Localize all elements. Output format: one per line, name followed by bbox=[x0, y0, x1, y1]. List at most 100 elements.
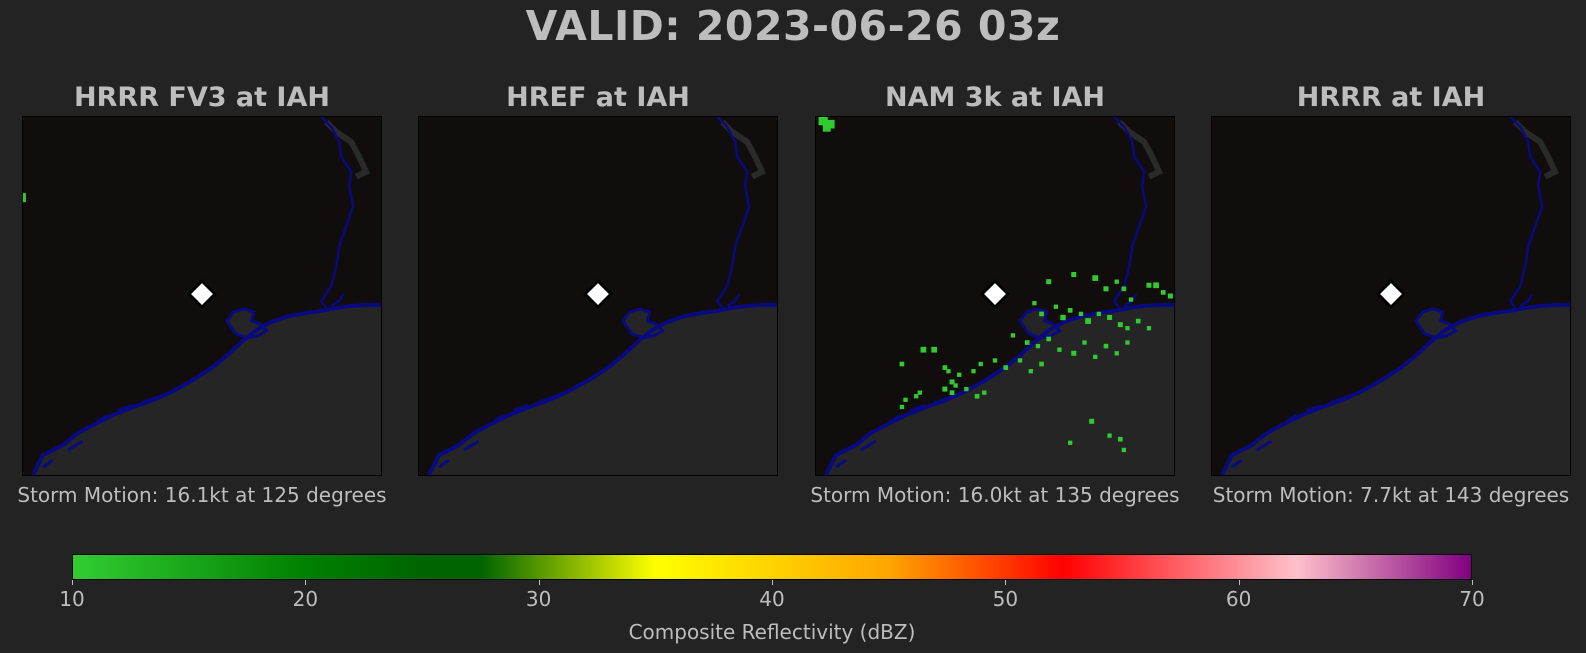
reflectivity-echo bbox=[903, 397, 908, 402]
reflectivity-echo bbox=[1010, 333, 1016, 338]
storm-motion-nam-3k: Storm Motion: 16.0kt at 135 degrees bbox=[810, 483, 1180, 507]
reflectivity-echo bbox=[957, 372, 962, 377]
colorbar-tick-label: 20 bbox=[292, 587, 319, 611]
storm-motion-hrrr-fv3: Storm Motion: 16.1kt at 125 degrees bbox=[17, 483, 387, 507]
river-coastline bbox=[1508, 117, 1544, 309]
reflectivity-echo bbox=[978, 361, 983, 367]
barrier-island bbox=[438, 394, 559, 469]
reflectivity-echo bbox=[946, 369, 951, 374]
colorbar-tick-label: 70 bbox=[1459, 587, 1485, 611]
reflectivity-echo bbox=[1093, 354, 1098, 360]
reflectivity-echo bbox=[964, 386, 969, 392]
reflectivity-echo bbox=[1071, 350, 1077, 356]
colorbar-tickmark bbox=[1005, 580, 1007, 585]
reflectivity-echo bbox=[1060, 314, 1066, 321]
reflectivity-colorbar bbox=[72, 554, 1472, 580]
reflectivity-echo bbox=[1082, 340, 1087, 345]
airport-marker-icon bbox=[187, 279, 217, 309]
map-canvas[interactable] bbox=[23, 117, 381, 475]
panel-title-href: HREF at IAH bbox=[506, 82, 690, 113]
reflectivity-echo bbox=[899, 404, 905, 410]
colorbar-tickmark bbox=[1472, 580, 1473, 585]
reflectivity-echo bbox=[914, 394, 919, 399]
reflectivity-echo bbox=[1125, 326, 1130, 331]
reflectivity-echo bbox=[23, 192, 26, 199]
gulf-water bbox=[32, 304, 381, 475]
map-canvas[interactable] bbox=[1212, 117, 1570, 475]
valid-time-title: VALID: 2023-06-26 03z bbox=[525, 2, 1061, 50]
inlet-water bbox=[720, 119, 767, 180]
colorbar-tick-label: 60 bbox=[1225, 587, 1252, 611]
reflectivity-echo bbox=[992, 358, 998, 363]
colorbar-tickmark bbox=[305, 580, 307, 585]
colorbar-label: Composite Reflectivity (dBZ) bbox=[628, 620, 916, 644]
colorbar-tick-label: 30 bbox=[525, 587, 552, 611]
colorbar-tickmark bbox=[72, 580, 73, 585]
coastline bbox=[427, 302, 777, 475]
inlet-water bbox=[324, 119, 371, 180]
reflectivity-echo bbox=[1053, 304, 1059, 309]
colorbar-tickmark bbox=[772, 580, 773, 585]
reflectivity-echo bbox=[982, 390, 987, 395]
reflectivity-echo bbox=[1160, 290, 1166, 295]
reflectivity-echo bbox=[1028, 369, 1033, 374]
reflectivity-echo bbox=[1117, 436, 1123, 442]
reflectivity-echo bbox=[1146, 326, 1152, 331]
panel-title-hrrr: HRRR at IAH bbox=[1296, 82, 1486, 113]
reflectivity-echo bbox=[1017, 358, 1023, 363]
reflectivity-echo bbox=[917, 390, 922, 395]
map-panel-hrrr-fv3[interactable] bbox=[22, 116, 382, 476]
colorbar-tickmark bbox=[1238, 580, 1240, 585]
reflectivity-echo bbox=[1067, 307, 1073, 313]
inlet-water bbox=[1117, 119, 1164, 180]
barrier-island bbox=[42, 394, 163, 469]
reflectivity-echo bbox=[1114, 279, 1119, 284]
map-canvas[interactable] bbox=[419, 117, 777, 475]
reflectivity-echo bbox=[942, 386, 948, 392]
airport-marker-icon bbox=[1376, 279, 1406, 309]
reflectivity-echo bbox=[1128, 297, 1134, 302]
reflectivity-echo bbox=[1135, 318, 1141, 324]
reflectivity-echo bbox=[1046, 336, 1052, 342]
reflectivity-echo bbox=[1114, 351, 1119, 356]
reflectivity-echo bbox=[1078, 311, 1084, 317]
reflectivity-echo bbox=[1039, 311, 1044, 317]
coastline bbox=[824, 302, 1174, 475]
reflectivity-echo bbox=[1121, 447, 1127, 453]
reflectivity-echo bbox=[1092, 275, 1099, 281]
reflectivity-echo bbox=[1046, 279, 1052, 285]
reflectivity-echo bbox=[1107, 433, 1112, 438]
reflectivity-echo bbox=[1103, 343, 1109, 349]
reflectivity-echo bbox=[1153, 282, 1159, 289]
reflectivity-echo bbox=[1121, 286, 1127, 292]
reflectivity-echo bbox=[1096, 311, 1101, 317]
reflectivity-echo bbox=[974, 393, 980, 399]
colorbar-tick-label: 50 bbox=[992, 587, 1019, 611]
inlet-water bbox=[1513, 119, 1560, 180]
reflectivity-echo bbox=[1089, 418, 1095, 424]
reflectivity-echo bbox=[1167, 293, 1173, 299]
river-coastline bbox=[715, 117, 751, 309]
barrier-island bbox=[1231, 394, 1352, 469]
reflectivity-echo bbox=[818, 117, 828, 126]
map-panel-nam-3k[interactable] bbox=[815, 116, 1175, 476]
reflectivity-echo bbox=[1146, 282, 1152, 288]
coastline bbox=[1220, 302, 1570, 475]
coastline bbox=[31, 302, 381, 475]
reflectivity-echo bbox=[971, 369, 976, 374]
panel-title-nam-3k: NAM 3k at IAH bbox=[885, 82, 1105, 113]
reflectivity-echo bbox=[1103, 286, 1109, 292]
reflectivity-echo bbox=[1125, 340, 1130, 345]
reflectivity-echo bbox=[1039, 361, 1044, 367]
map-canvas[interactable] bbox=[816, 117, 1174, 475]
reflectivity-echo bbox=[942, 365, 948, 370]
reflectivity-echo bbox=[1107, 314, 1113, 320]
map-panel-hrrr[interactable] bbox=[1211, 116, 1571, 476]
reflectivity-echo bbox=[899, 361, 905, 367]
reflectivity-echo bbox=[1085, 318, 1091, 324]
barrier-island bbox=[835, 394, 956, 469]
reflectivity-echo bbox=[1057, 347, 1062, 352]
map-panel-href[interactable] bbox=[418, 116, 778, 476]
colorbar-tick-label: 40 bbox=[759, 587, 785, 611]
reflectivity-echo bbox=[1071, 272, 1077, 278]
